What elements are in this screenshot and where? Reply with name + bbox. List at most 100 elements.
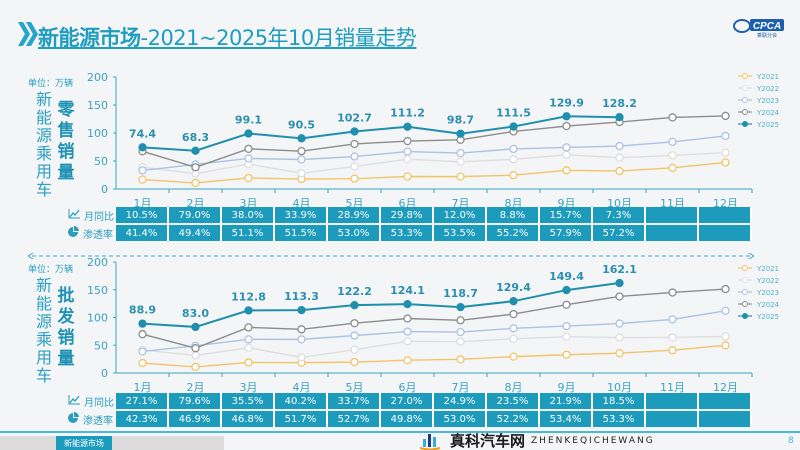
chevron-icon <box>18 22 38 50</box>
table-cell: 49.4% <box>169 225 222 241</box>
data-point-Y2022 <box>615 333 624 342</box>
data-point-Y2023 <box>456 148 465 158</box>
data-point-Y2023 <box>562 143 571 152</box>
chart-svg: 0 50 100 150 200 1月 2月 3月 4月 5月 6月 7月 8月 9月 10月 11月 12月 Y… <box>87 71 780 210</box>
data-point-Y2022 <box>244 343 253 352</box>
data-label: 68.3 <box>182 131 209 144</box>
data-point-Y2021 <box>244 173 253 183</box>
y-tick-label: 0 <box>101 183 108 196</box>
data-point-Y2024 <box>350 319 359 328</box>
data-point-Y2021 <box>668 346 677 355</box>
x-tick-label: 2月 <box>187 381 205 394</box>
table-cell: 27.1% <box>116 393 169 409</box>
data-point-Y2023 <box>668 137 677 147</box>
legend-label: Y2024 <box>756 109 780 117</box>
table-cell <box>699 207 752 223</box>
table-cell: 49.8% <box>381 411 434 427</box>
data-point-Y2022 <box>350 162 359 171</box>
table-cell: 24.9% <box>434 393 487 409</box>
legend-label: Y2025 <box>756 313 779 321</box>
table-row-label: 月同比 <box>68 393 114 409</box>
data-label: 99.1 <box>235 114 262 127</box>
chart-svg: 0 50 100 150 200 1月 2月 3月 4月 5月 6月 7月 8月 9月 10月 11月 12月 Y… <box>87 256 780 394</box>
data-label: 102.7 <box>337 111 372 124</box>
series-line-Y2023 <box>142 135 726 172</box>
data-point-Y2023 <box>244 335 253 344</box>
data-point-Y2022 <box>350 345 359 354</box>
data-point-Y2023 <box>615 141 624 151</box>
footer-tab[interactable]: 新能源市场 <box>56 436 112 450</box>
x-tick-label: 9月 <box>558 197 576 210</box>
table-cell: 23.5% <box>487 393 540 409</box>
data-point-Y2023 <box>350 152 359 161</box>
table-cell <box>699 225 752 241</box>
table-cell: 28.9% <box>328 207 381 223</box>
legend-marker <box>742 73 748 79</box>
legend-label: Y2025 <box>756 121 779 129</box>
row-label-text: 渗透率 <box>83 229 113 241</box>
x-tick-label: 10月 <box>607 197 632 210</box>
data-point-Y2021 <box>350 357 359 367</box>
watermark-text: 真科汽车网 <box>450 432 526 450</box>
data-point-Y2025 <box>244 306 253 315</box>
data-point-Y2022 <box>456 157 465 166</box>
table-cell: 10.5% <box>116 207 169 223</box>
data-point-Y2025 <box>191 146 200 155</box>
title-bold: 新能源市场 <box>38 26 141 50</box>
series-line-Y2021 <box>142 161 726 184</box>
footer-tab[interactable] <box>168 436 224 450</box>
y-tick-label: 200 <box>87 71 108 84</box>
legend-label: Y2023 <box>756 97 779 105</box>
footer-tab[interactable] <box>112 436 168 450</box>
data-point-Y2022 <box>456 337 465 346</box>
data-label: 128.2 <box>602 97 637 110</box>
data-point-Y2025 <box>403 299 412 309</box>
data-label: 122.2 <box>337 285 372 298</box>
data-point-Y2021 <box>191 178 200 188</box>
data-point-Y2021 <box>562 166 571 175</box>
data-point-Y2023 <box>615 319 624 328</box>
data-point-Y2023 <box>403 327 412 336</box>
data-point-Y2021 <box>615 166 624 176</box>
chart-title: 零售销量 <box>57 100 75 183</box>
data-point-Y2021 <box>721 158 730 167</box>
data-point-Y2023 <box>509 144 518 154</box>
table-cell: 79.0% <box>169 207 222 223</box>
data-label: 83.0 <box>182 307 209 320</box>
data-point-Y2022 <box>721 148 730 157</box>
data-point-Y2024 <box>721 284 730 294</box>
table-cell: 21.9% <box>540 393 593 409</box>
table-cell: 18.5% <box>593 393 646 409</box>
data-point-Y2024 <box>138 330 147 339</box>
data-point-Y2025 <box>297 305 306 315</box>
svg-text:CPCA: CPCA <box>753 21 781 32</box>
chart-title: 批发销量 <box>57 286 75 369</box>
table-cell: 52.2% <box>487 411 540 427</box>
data-point-Y2023 <box>403 147 412 156</box>
x-tick-label: 12月 <box>713 381 738 394</box>
data-label: 149.4 <box>549 270 584 283</box>
table-cell: 57.9% <box>540 225 593 241</box>
footer-line <box>0 431 800 433</box>
table-cell: 51.7% <box>275 411 328 427</box>
table-cell: 52.7% <box>328 411 381 427</box>
legend-marker <box>742 277 748 283</box>
data-point-Y2023 <box>721 131 730 141</box>
table-cell: 79.6% <box>169 393 222 409</box>
data-point-Y2024 <box>509 309 518 319</box>
data-point-Y2022 <box>509 155 518 164</box>
table-cell: 27.0% <box>381 393 434 409</box>
data-point-Y2021 <box>668 163 677 172</box>
table-cell: 33.7% <box>328 393 381 409</box>
data-point-Y2023 <box>456 327 465 337</box>
table-row-label: 渗透率 <box>68 225 113 241</box>
footer-tab[interactable] <box>0 436 56 450</box>
x-tick-label: 10月 <box>607 381 632 394</box>
data-label: 113.3 <box>284 290 319 303</box>
data-point-Y2021 <box>456 172 465 181</box>
data-point-Y2024 <box>615 292 624 301</box>
legend-label: Y2024 <box>756 301 780 309</box>
data-point-Y2024 <box>297 146 306 156</box>
x-tick-label: 12月 <box>713 197 738 210</box>
legend-label: Y2022 <box>756 85 779 93</box>
